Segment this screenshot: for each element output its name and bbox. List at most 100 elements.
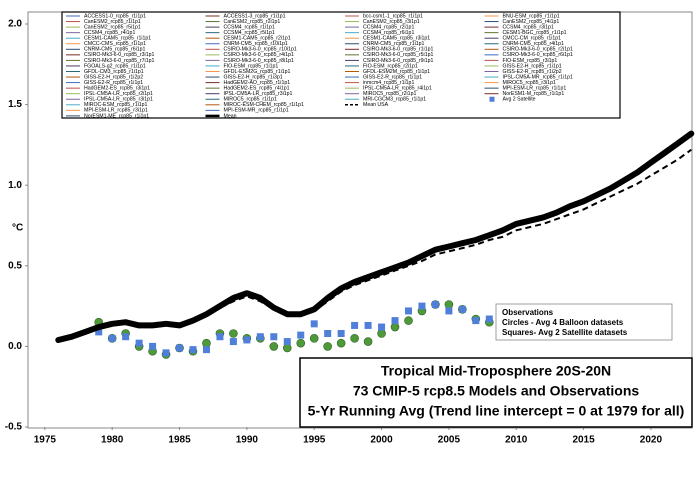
y-tick-label: 1.0 xyxy=(8,180,22,191)
satellite-point xyxy=(364,321,372,329)
legend-label: CESM1-CAM5_rcp85_r3i1p1 xyxy=(363,36,430,42)
balloon-point xyxy=(296,338,306,348)
balloon-point xyxy=(363,337,373,346)
legend-label: CCSM4_rcp85_r2i1p1 xyxy=(363,24,414,30)
x-tick-label: 1975 xyxy=(34,435,57,446)
legend-label: inmcm4_rcp85_r1i1p1 xyxy=(363,80,414,86)
legend-label: MPI-ESM-LR_rcp85_r3i1p1 xyxy=(84,108,148,114)
legend-label: CSIRO-Mk3-6-0_rcp85_r9i1p1 xyxy=(363,58,433,64)
legend-label: MRI-CGCM3_rcp85_r1i1p1 xyxy=(363,97,426,103)
x-tick-label: 2000 xyxy=(370,435,393,446)
legend-label: bcc-csm1-1_rcp85_r1i1p1 xyxy=(363,13,423,19)
legend-label: CMCC-CM_rcp85_r1i1p1 xyxy=(503,36,562,42)
observations-text: Circles - Avg 4 Balloon datasets xyxy=(502,318,624,327)
legend-label: GISS-E2-H_rcp85_r1i1p1 xyxy=(503,63,562,69)
legend-label: GFDL-ESM2G_rcp85_r1i1p1 xyxy=(224,69,291,75)
balloon-point xyxy=(323,342,332,351)
y-tick-label: -0.5 xyxy=(5,422,23,433)
y-label: °C xyxy=(12,223,23,234)
legend-label: CCSM4_rcp85_r3i1p1 xyxy=(503,24,554,30)
legend-label: CCSM4_rcp85_r1i1p1 xyxy=(224,24,275,30)
satellite-point xyxy=(472,317,480,325)
balloon-point xyxy=(390,322,400,332)
satellite-point xyxy=(149,342,157,350)
y-tick-label: 0.0 xyxy=(8,341,22,352)
observations-text: Observations xyxy=(502,308,554,317)
legend-label: GISS-E2-R_rcp85_r1i1p1 xyxy=(363,74,422,80)
satellite-point xyxy=(404,307,412,315)
y-tick-label: 0.5 xyxy=(8,260,22,271)
legend-label: Mean xyxy=(224,113,237,119)
series-line xyxy=(58,148,692,343)
satellite-point xyxy=(270,333,278,341)
legend-label: CESM1-CAM5_rcp85_r1i1p1 xyxy=(84,36,151,42)
balloon-point xyxy=(282,343,292,353)
satellite-point xyxy=(310,320,318,328)
satellite-point xyxy=(189,346,197,354)
legend-label: MPI-ESM-LR_rcp85_r1i1p1 xyxy=(503,86,567,92)
legend-label: CanESM2_rcp85_r4i1p1 xyxy=(503,19,560,25)
satellite-point xyxy=(108,334,116,342)
chart-title: 5-Yr Running Avg (Trend line intercept =… xyxy=(308,403,685,419)
satellite-point xyxy=(297,331,305,339)
balloon-point xyxy=(229,329,238,338)
legend-label: CanESM2_rcp85_r3i1p1 xyxy=(363,19,420,25)
x-tick-label: 2020 xyxy=(640,435,663,446)
legend-label: GFDL-CM3_rcp85_r1i1p1 xyxy=(84,69,144,75)
legend-label: CanESM2_rcp85_r2i1p1 xyxy=(224,19,281,25)
satellite-point xyxy=(283,338,291,346)
legend-label: CSIRO-Mk3-6-0_rcp85_r2i1p1 xyxy=(503,47,573,53)
legend-label: GISS-E2-R_rcp85_r1i1p1 xyxy=(84,80,143,86)
legend-label: IPSL-CM5A-LR_rcp85_r3i1p1 xyxy=(224,91,293,97)
legend-label: CCSM4_rcp85_r4i1p1 xyxy=(84,30,135,36)
balloon-point xyxy=(404,316,413,325)
balloon-point xyxy=(309,334,319,343)
x-tick-label: 1990 xyxy=(236,435,259,446)
y-tick-label: 2.0 xyxy=(8,19,22,30)
legend-label: CNRM-CM5_rcp85_r1i1p1 xyxy=(363,41,425,47)
legend-label: CanESM2_rcp85_r5i1p1 xyxy=(84,24,141,30)
legend-label: CSIRO-Mk3-6-0_rcp85_r10i1p1 xyxy=(224,47,297,53)
legend-label: HadGEM2-ES_rcp85_r3i1p1 xyxy=(84,86,150,92)
satellite-point xyxy=(256,333,264,341)
legend-label: GISS-E2-H_rcp85_r1i3p1 xyxy=(224,74,283,80)
legend-label: MIROC5_rcp85_r2i1p1 xyxy=(363,91,416,97)
legend-label: MIROC5_rcp85_r3i1p1 xyxy=(503,80,556,86)
legend-label: MIROC-ESM_rcp85_r1i1p1 xyxy=(84,102,148,108)
y-tick-label: 1.5 xyxy=(8,99,22,110)
satellite-point xyxy=(351,321,359,329)
legend-label: IPSL-CM5A-LR_rcp85_r2i1p1 xyxy=(84,91,153,97)
satellite-point xyxy=(122,333,130,341)
legend-label: MPI-ESM-MR_rcp85_r1i1p1 xyxy=(224,108,289,114)
satellite-point xyxy=(458,305,466,313)
legend-label: CCSM4_rcp85_r6i1p1 xyxy=(363,30,414,36)
legend-label: CNRM-CM5_rcp85_r10i1p1 xyxy=(224,41,288,47)
satellite-point xyxy=(485,315,493,323)
legend-label: CCSM4_rcp85_r5i1p1 xyxy=(224,30,275,36)
x-tick-label: 1995 xyxy=(303,435,326,446)
legend-label: BNU-ESM_rcp85_r1i1p1 xyxy=(503,13,560,19)
satellite-point xyxy=(176,344,184,352)
legend-label: Mean USA xyxy=(363,102,389,108)
legend-label: FIO-ESM_rcp85_r2i1p1 xyxy=(363,63,418,69)
legend-label: NorESM1-ME_rcp85_r1i1p1 xyxy=(84,113,149,119)
legend-label: IPSL-CM5A-LR_rcp85_r4i1p1 xyxy=(363,86,432,92)
satellite-point xyxy=(202,346,210,354)
legend-label: CSIRO-Mk3-6-0_rcp85_r3i1p1 xyxy=(84,52,154,58)
legend-label: CNRM-CM5_rcp85_r4i1p1 xyxy=(503,41,565,47)
legend-label: Avg 2 Satellite xyxy=(503,97,536,103)
legend-label: CSIRO-Mk3-6-0_rcp85_r1i1p1 xyxy=(363,47,433,53)
x-tick-label: 1980 xyxy=(101,435,124,446)
legend-label: FGOALS-g2_rcp85_r1i1p1 xyxy=(84,63,146,69)
legend-label: CSIRO-Mk3-6-0_rcp85_r7i1p1 xyxy=(84,58,154,64)
satellite-point xyxy=(391,317,399,325)
x-tick-label: 2010 xyxy=(505,435,528,446)
x-tick-label: 2015 xyxy=(572,435,595,446)
satellite-point xyxy=(378,323,386,331)
legend-label: IPSL-CM5A-LR_rcp85_r3i1p1 xyxy=(84,97,153,103)
satellite-point xyxy=(162,349,170,357)
satellite-point xyxy=(445,307,453,315)
satellite-point xyxy=(229,338,237,346)
observations-text: Squares- Avg 2 Satellite datasets xyxy=(502,328,628,337)
